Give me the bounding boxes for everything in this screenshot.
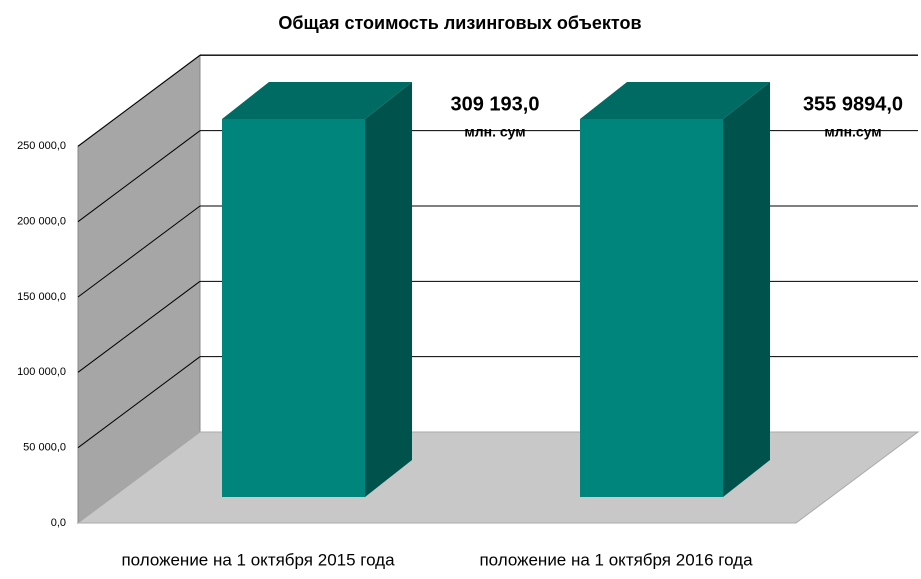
y-tick-label: 250 000,0 [17, 140, 66, 152]
grid-line [77, 280, 201, 373]
data-unit-label: млн.сум [824, 124, 881, 140]
bar-group [222, 119, 365, 498]
grid-line [77, 130, 201, 223]
y-tick-label: 150 000,0 [17, 291, 66, 303]
grid-line [77, 54, 201, 147]
floor [76, 431, 920, 524]
bar-side [365, 82, 412, 497]
grid-line [77, 356, 201, 449]
bar [580, 119, 723, 497]
bar-side [723, 82, 770, 497]
x-tick-label: положение на 1 октября 2016 года [479, 550, 753, 569]
grid-line [77, 205, 201, 298]
y-tick-label: 50 000,0 [23, 442, 66, 454]
data-unit-label: млн. сум [464, 124, 525, 140]
data-label: 355 9894,0 [803, 93, 903, 115]
bar-top [580, 82, 770, 119]
data-label: 309 193,0 [451, 93, 540, 115]
x-tick-label: положение на 1 октября 2015 года [121, 550, 395, 569]
bar-group [580, 119, 723, 497]
chart-title: Общая стоимость лизинговых объектов [278, 13, 641, 33]
y-tick-label: 0,0 [51, 517, 66, 529]
y-tick-label: 200 000,0 [17, 216, 66, 228]
bar [222, 119, 365, 498]
y-tick-label: 100 000,0 [17, 366, 66, 378]
bar-top [222, 82, 412, 119]
